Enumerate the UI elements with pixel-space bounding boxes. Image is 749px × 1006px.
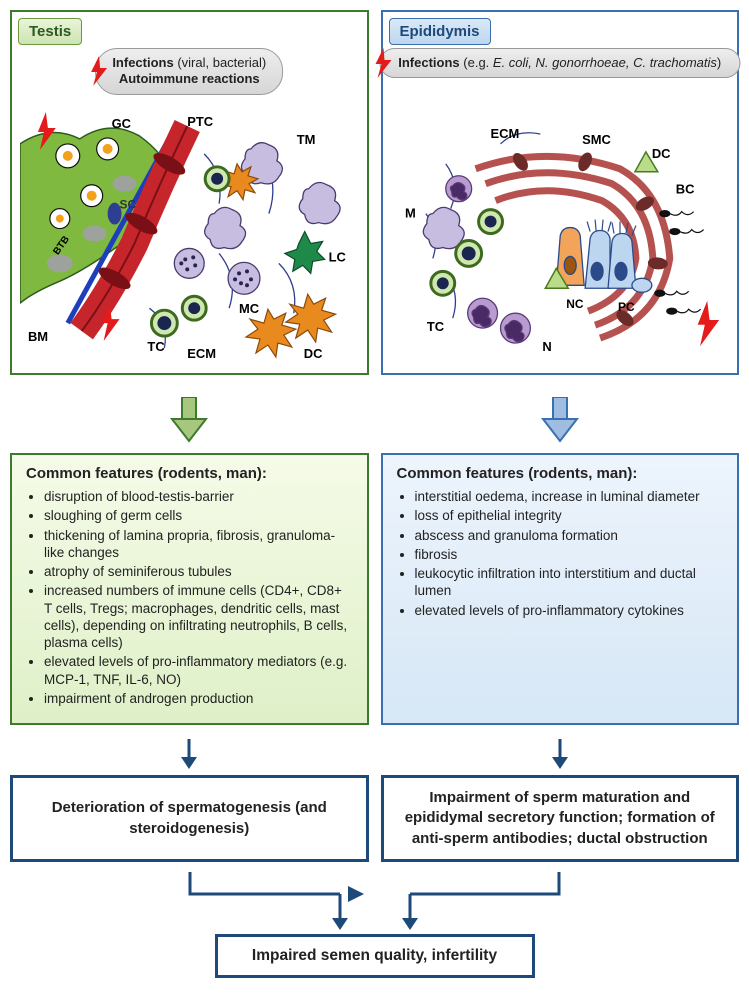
svg-text:M: M [404, 206, 415, 221]
epi-outcome-box: Impairment of sperm maturation and epidi… [381, 775, 740, 862]
svg-text:BM: BM [28, 329, 48, 344]
list-item: elevated levels of pro-inflammatory cyto… [415, 602, 724, 619]
testis-panel: Testis Infections (viral, bacterial) Aut… [10, 10, 369, 375]
epi-features-list: interstitial oedema, increase in luminal… [397, 488, 724, 619]
svg-text:TC: TC [147, 339, 164, 354]
final-outcome-box: Impaired semen quality, infertility [215, 934, 535, 978]
svg-text:TM: TM [297, 132, 316, 147]
svg-text:ECM: ECM [490, 126, 519, 141]
svg-text:TC: TC [426, 319, 443, 334]
testis-features-list: disruption of blood-testis-barrier sloug… [26, 488, 353, 707]
svg-text:PTC: PTC [187, 114, 213, 129]
svg-text:SMC: SMC [582, 132, 611, 147]
list-item: abscess and granuloma formation [415, 527, 724, 544]
testis-features-title: Common features (rodents, man): [26, 465, 353, 482]
epididymis-panel: Epididymis Infections (e.g. E. coli, N. … [381, 10, 740, 375]
testis-info-box: Infections (viral, bacterial) Autoimmune… [95, 48, 283, 95]
epididymis-info-box: Infections (e.g. E. coli, N. gonorrhoeae… [379, 48, 740, 78]
epi-info-rest: (e.g. [460, 55, 493, 70]
testis-info-rest: (viral, bacterial) [174, 55, 266, 70]
svg-text:NC: NC [566, 297, 584, 311]
list-item: interstitial oedema, increase in luminal… [415, 488, 724, 505]
list-item: leukocytic infiltration into interstitiu… [415, 565, 724, 600]
list-item: impairment of androgen production [44, 690, 353, 707]
lightning-icon [372, 48, 394, 78]
list-item: fibrosis [415, 546, 724, 563]
svg-text:DC: DC [651, 146, 670, 161]
testis-diagram: GC SC BTB BM PTC TM LC MC DC TC ECM [20, 112, 359, 365]
testis-outcome-box: Deterioration of spermatogenesis (and st… [10, 775, 369, 862]
testis-info-bold: Infections [112, 55, 173, 70]
list-item: loss of epithelial integrity [415, 507, 724, 524]
epi-info-bold: Infections [398, 55, 459, 70]
final-text: Impaired semen quality, infertility [252, 947, 497, 964]
epi-info-close: ) [717, 55, 721, 70]
list-item: increased numbers of immune cells (CD4+,… [44, 582, 353, 651]
testis-title: Testis [18, 18, 82, 45]
epi-info-italics: E. coli, N. gonorrhoeae, C. trachomatis [493, 55, 717, 70]
svg-text:N: N [542, 339, 551, 354]
list-item: atrophy of seminiferous tubules [44, 563, 353, 580]
list-item: thickening of lamina propria, fibrosis, … [44, 527, 353, 562]
epididymis-title: Epididymis [389, 18, 491, 45]
svg-text:PC: PC [617, 300, 634, 314]
epididymis-diagram: ECM SMC DC M BC NC TC N PC [391, 112, 730, 365]
epi-outcome-text: Impairment of sperm maturation and epidi… [396, 788, 725, 849]
list-item: disruption of blood-testis-barrier [44, 488, 353, 505]
arrow-down-icon [164, 397, 214, 443]
svg-text:DC: DC [304, 346, 323, 361]
lightning-icon [88, 56, 110, 86]
svg-text:GC: GC [112, 116, 131, 131]
arrow-down-icon [545, 739, 575, 769]
svg-text:BC: BC [675, 182, 694, 197]
list-item: sloughing of germ cells [44, 507, 353, 524]
testis-outcome-text: Deterioration of spermatogenesis (and st… [25, 798, 354, 839]
svg-text:ECM: ECM [187, 346, 216, 361]
epididymis-features-box: Common features (rodents, man): intersti… [381, 453, 740, 725]
svg-text:LC: LC [329, 249, 346, 264]
svg-text:SC: SC [120, 198, 137, 212]
arrow-down-icon [174, 739, 204, 769]
svg-text:MC: MC [239, 301, 259, 316]
list-item: elevated levels of pro-inflammatory medi… [44, 653, 353, 688]
testis-features-box: Common features (rodents, man): disrupti… [10, 453, 369, 725]
testis-info-line2: Autoimmune reactions [119, 71, 260, 86]
epi-features-title: Common features (rodents, man): [397, 465, 724, 482]
arrow-down-icon [535, 397, 585, 443]
converging-arrows [10, 872, 739, 930]
